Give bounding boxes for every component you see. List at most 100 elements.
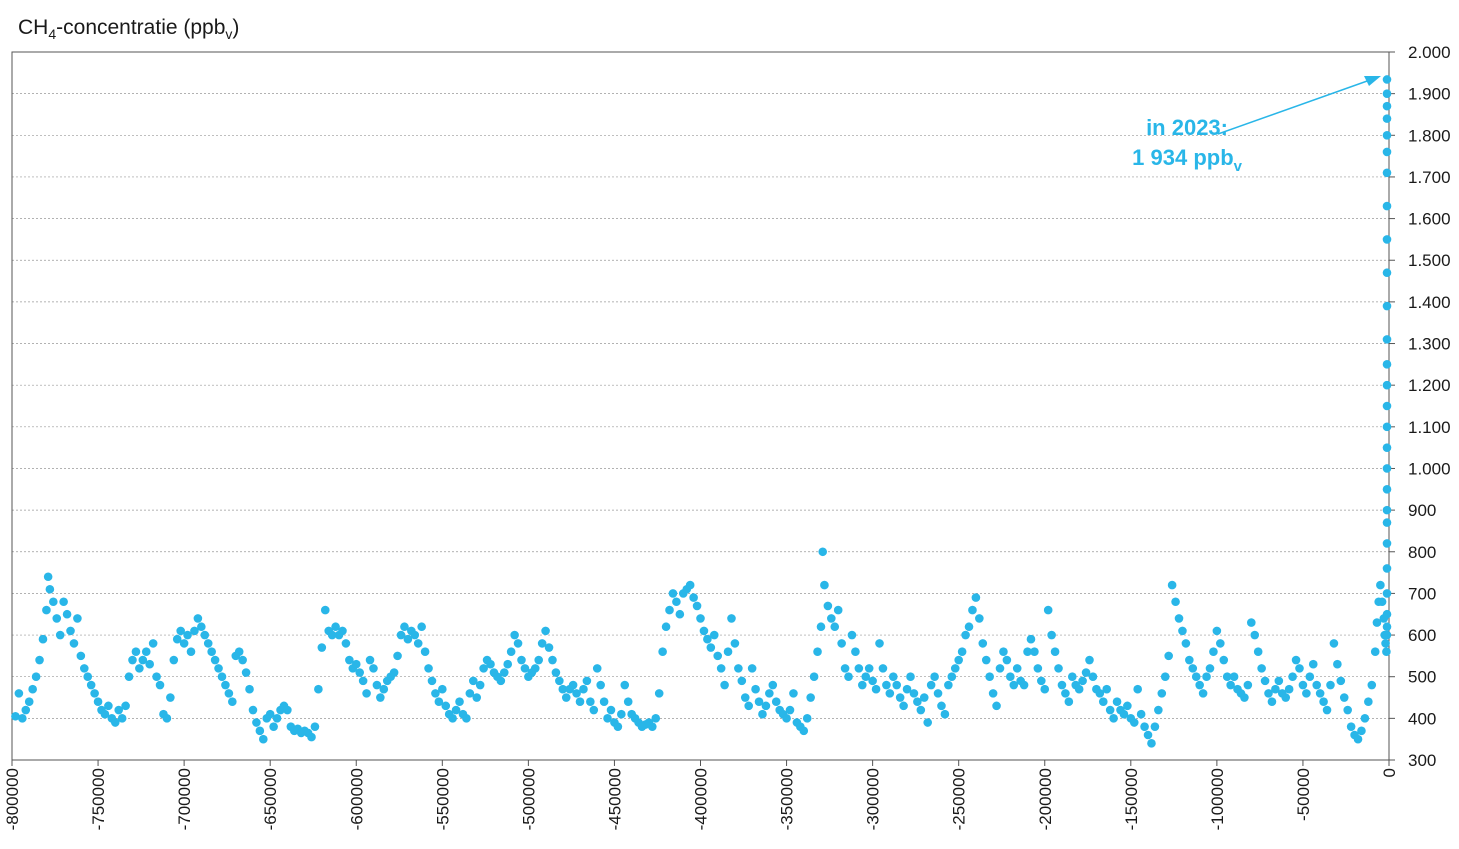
data-point	[1382, 564, 1392, 573]
data-point	[486, 659, 495, 669]
data-point	[923, 718, 933, 727]
data-point	[937, 701, 946, 711]
data-point	[162, 714, 172, 723]
annotation: in 2023: 1 934 ppbv	[1132, 76, 1381, 175]
y-tick-label: 1.300	[1408, 335, 1451, 354]
data-point	[18, 714, 27, 723]
data-point	[1382, 168, 1392, 178]
data-point	[1382, 301, 1392, 311]
data-point	[1123, 701, 1132, 711]
y-tick-label: 700	[1408, 584, 1436, 603]
data-point	[895, 693, 905, 702]
data-point	[1253, 647, 1263, 657]
data-point	[665, 605, 674, 615]
data-point	[351, 659, 361, 669]
data-point	[875, 639, 884, 648]
y-tick-label: 600	[1408, 626, 1436, 645]
data-point	[844, 672, 853, 682]
data-point	[1250, 630, 1260, 640]
data-point	[110, 718, 120, 727]
data-point	[606, 705, 616, 715]
data-point	[1085, 655, 1094, 665]
data-point	[930, 672, 939, 682]
data-point	[723, 647, 733, 657]
data-point	[128, 655, 137, 665]
x-tick-label: -150000	[1122, 768, 1141, 830]
data-point	[1382, 422, 1392, 432]
data-point	[1247, 618, 1256, 627]
data-point	[1095, 689, 1105, 698]
data-point	[1336, 676, 1346, 686]
data-point	[672, 597, 681, 607]
data-point	[455, 697, 464, 706]
data-point	[964, 622, 974, 632]
data-point	[820, 580, 829, 590]
annotation-line2: 1 934 ppbv	[1132, 145, 1242, 175]
data-point	[1382, 380, 1392, 390]
data-point	[155, 680, 165, 690]
data-point	[1023, 647, 1032, 657]
data-point	[751, 684, 760, 694]
y-tick-label: 300	[1408, 751, 1436, 770]
data-point	[241, 668, 251, 677]
data-point	[510, 630, 519, 640]
data-point	[1102, 684, 1112, 694]
data-point	[1209, 647, 1218, 657]
data-point	[35, 655, 44, 665]
data-point	[83, 672, 93, 682]
data-point	[1205, 664, 1215, 673]
data-point	[520, 664, 530, 673]
data-point	[166, 693, 175, 702]
data-point	[1382, 443, 1392, 452]
data-point	[252, 718, 261, 727]
data-point	[69, 639, 79, 648]
data-point	[699, 626, 709, 636]
annotation-unit-sub: v	[1234, 158, 1243, 175]
data-point	[1167, 580, 1177, 590]
data-point	[830, 622, 840, 632]
data-point	[995, 664, 1005, 673]
data-point	[818, 547, 828, 557]
data-point	[1364, 697, 1373, 706]
data-point	[768, 680, 778, 690]
x-tick-label: -600000	[347, 768, 366, 830]
chart-title: CH4-concentratie (ppbv)	[18, 16, 240, 43]
data-point	[1284, 684, 1294, 694]
data-point	[52, 614, 62, 623]
data-point	[1302, 689, 1311, 698]
data-point	[1382, 518, 1392, 527]
y-tick-label: 2.000	[1408, 43, 1451, 62]
data-point	[1174, 614, 1184, 623]
data-point	[183, 630, 192, 640]
data-point	[517, 655, 526, 665]
data-point	[871, 684, 881, 694]
data-point	[592, 664, 602, 673]
data-point	[555, 676, 564, 686]
data-point	[413, 639, 423, 648]
data-point	[200, 630, 210, 640]
data-point	[1382, 401, 1392, 411]
data-point	[320, 605, 330, 615]
data-point	[1308, 659, 1318, 669]
data-point	[1382, 201, 1392, 211]
data-point	[403, 634, 413, 644]
data-point	[654, 689, 664, 698]
data-point	[851, 647, 860, 657]
x-tick-label: -50000	[1294, 768, 1313, 821]
data-point	[496, 676, 506, 686]
data-point	[410, 630, 420, 640]
data-point	[420, 647, 430, 657]
data-point	[978, 639, 988, 648]
x-tick-label: -350000	[778, 768, 797, 830]
data-point	[940, 709, 950, 719]
data-point	[579, 684, 588, 694]
y-tick-label: 800	[1408, 543, 1436, 562]
data-point	[362, 689, 371, 698]
data-point	[1154, 705, 1163, 715]
data-point	[131, 647, 141, 657]
y-tick-label: 1.200	[1408, 376, 1451, 395]
data-point	[1291, 655, 1301, 665]
data-point	[968, 605, 977, 615]
data-point	[1326, 680, 1335, 690]
data-point	[376, 693, 385, 702]
